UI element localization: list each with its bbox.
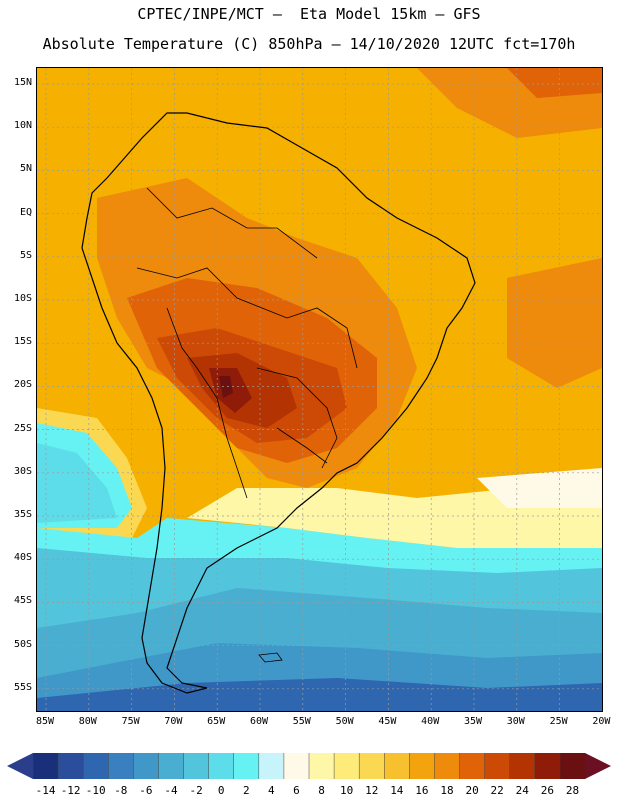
colorbar-cell (359, 753, 385, 779)
lon-label: 70W (164, 716, 183, 727)
colorbar-cell (534, 753, 561, 779)
temperature-map (36, 67, 603, 712)
lon-label: 35W (463, 716, 483, 727)
south-america-coastline (81, 112, 476, 694)
lat-label: 5S (19, 249, 32, 261)
map-canvas (37, 68, 602, 711)
chart-title-line1: CPTEC/INPE/MCT — Eta Model 15km — GFS (137, 5, 481, 23)
chart-title-line2: Absolute Temperature (C) 850hPa — 14/10/… (42, 35, 576, 53)
colorbar-tick-label: 14 (390, 784, 404, 797)
lon-label: 65W (207, 716, 226, 727)
lat-label: 40S (13, 552, 32, 564)
lon-label: 60W (249, 716, 269, 727)
colorbar-cell (33, 753, 59, 779)
lat-label: 20S (13, 379, 32, 391)
colorbar-cell (158, 753, 185, 779)
colorbar-tick-label: 12 (365, 784, 379, 797)
colorbar-cell (309, 753, 335, 779)
country-borders (136, 187, 358, 499)
lon-label: 25W (549, 716, 568, 727)
colorbar-tick-label: -12 (60, 784, 81, 797)
lon-label: 40W (421, 716, 440, 727)
lon-label: 75W (121, 716, 140, 727)
colorbar-tick-label: 2 (242, 784, 250, 797)
colorbar-cell (133, 753, 159, 779)
colorbar-cell (559, 753, 586, 779)
colorbar-cell (384, 753, 410, 779)
colorbar-tick-label: 16 (415, 784, 429, 797)
colorbar-tick-label: -4 (164, 784, 178, 797)
lon-label: 45W (378, 716, 397, 727)
colorbar-tick-label: -14 (35, 784, 56, 797)
lat-label: 55S (13, 681, 32, 693)
colorbar-cell (183, 753, 210, 779)
colorbar-tick-label: 28 (565, 784, 580, 797)
lat-label: 45S (13, 595, 32, 607)
lat-label: 10S (13, 293, 32, 304)
colorbar-cell (409, 753, 435, 779)
lat-label: EQ (19, 206, 32, 218)
colorbar-cell (484, 753, 511, 779)
lat-label: 5N (19, 163, 32, 175)
colorbar-tick-label: 10 (340, 784, 354, 797)
colorbar-cell (509, 753, 536, 779)
lat-label: 10N (13, 120, 32, 132)
lon-label: 20W (592, 716, 611, 727)
lon-label: 50W (335, 716, 354, 727)
lat-label: 15S (13, 336, 32, 348)
colorbar-max-arrow (585, 753, 611, 779)
lat-label: 25S (13, 422, 32, 434)
pacific-cooler (37, 443, 117, 523)
colorbar-tick-label: 26 (540, 784, 554, 797)
mild-band-east (477, 468, 602, 508)
colorbar-min-arrow (7, 753, 33, 779)
colorbar-cell (434, 753, 461, 779)
colorbar-tick-label: 8 (318, 784, 325, 797)
lon-label: 85W (35, 716, 55, 727)
south-coldest (37, 678, 602, 711)
hot-atlantic-east (507, 258, 602, 388)
colorbar-tick-label: 22 (490, 784, 504, 797)
lat-lon-grid (37, 68, 602, 711)
lat-label: 15N (13, 77, 32, 88)
colorbar-cell (108, 753, 134, 779)
lon-label: 30W (506, 716, 525, 727)
colorbar-tick-label: 24 (515, 784, 529, 797)
lat-label: 50S (13, 638, 32, 650)
colorbar-cell (233, 753, 260, 779)
colorbar-tick-label: 6 (293, 784, 300, 797)
temperature-colorbar (7, 753, 611, 779)
lat-label: 30S (13, 465, 32, 477)
colorbar-tick-label: 4 (268, 784, 275, 797)
lon-label: 55W (292, 716, 311, 727)
colorbar-cell (258, 753, 285, 779)
falkland-islands (258, 652, 283, 663)
colorbar-cell (334, 753, 360, 779)
colorbar-cell (283, 753, 310, 779)
colorbar-tick-label: 20 (465, 784, 479, 797)
very-hot-north (507, 68, 602, 98)
colorbar-tick-label: -6 (139, 784, 153, 797)
lon-label: 80W (78, 716, 97, 727)
lat-label: 35S (13, 509, 32, 520)
colorbar-tick-label: -2 (189, 784, 203, 797)
colorbar-tick-label: 18 (440, 784, 454, 797)
colorbar-cell (83, 753, 109, 779)
colorbar-cell (208, 753, 235, 779)
heat-max (219, 376, 233, 398)
colorbar-cell (459, 753, 486, 779)
colorbar-tick-label: -8 (114, 784, 128, 797)
colorbar-tick-label: -10 (85, 784, 106, 797)
colorbar-tick-label: 0 (217, 784, 225, 797)
colorbar-cell (58, 753, 84, 779)
